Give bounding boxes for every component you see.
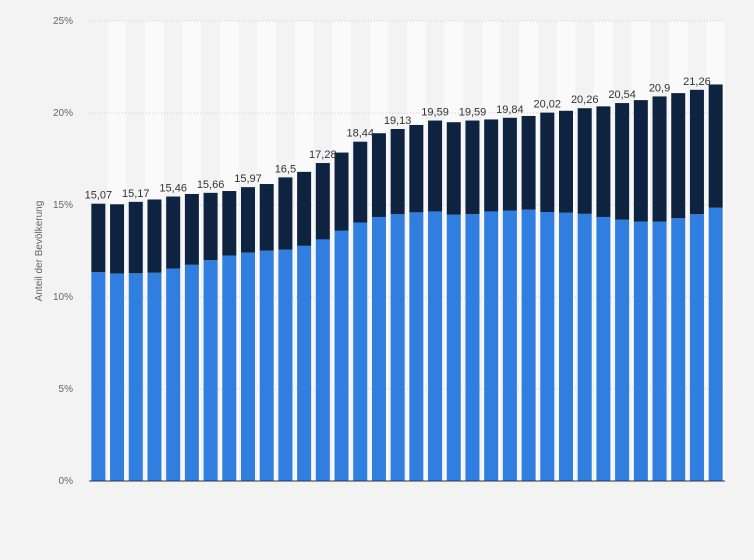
data-label: 20,26: [571, 94, 599, 106]
bar-segment-lower: [184, 264, 199, 481]
bar-segment-lower: [278, 249, 293, 481]
data-labels: 15,07 15,17 15,46 15,66 15,97 16,5 17,28 18,44 1…: [85, 76, 711, 202]
bar-segment-upper: [297, 171, 312, 246]
bar-segment-lower: [484, 211, 499, 481]
bar-segment-lower: [671, 218, 686, 482]
bar-segment-upper: [596, 106, 611, 217]
bar-segment-lower: [91, 272, 106, 481]
data-label: 19,84: [496, 104, 524, 116]
bar-segment-lower: [222, 255, 237, 481]
y-tick-label: 0%: [59, 476, 74, 487]
bar-segment-lower: [147, 272, 162, 481]
data-label: 17,28: [309, 149, 337, 161]
data-label: 20,9: [649, 82, 670, 94]
data-label: 15,66: [197, 179, 225, 191]
y-tick-label: 10%: [53, 292, 73, 303]
data-label: 18,44: [346, 128, 374, 140]
data-label: 19,13: [384, 115, 412, 127]
data-label: 19,59: [459, 107, 487, 119]
data-label: 15,07: [85, 190, 113, 202]
bar-segment-lower: [689, 214, 704, 481]
bar-segment-upper: [110, 204, 125, 274]
bar-segment-upper: [652, 96, 667, 222]
bar-segment-lower: [110, 273, 125, 481]
bar-segment-lower: [241, 252, 255, 481]
data-label: 19,59: [421, 107, 449, 119]
bar-segment-upper: [633, 100, 648, 222]
bar-segment-upper: [671, 93, 686, 219]
bar-segment-lower: [540, 211, 555, 481]
data-label: 20,02: [534, 99, 562, 111]
bar-segment-upper: [390, 129, 405, 215]
bar-segment-upper: [708, 84, 723, 208]
y-tick-label: 15%: [53, 200, 73, 211]
bar-segment-lower: [708, 207, 723, 481]
bar-segment-upper: [184, 193, 199, 265]
bar-segment-lower: [446, 214, 461, 481]
bar-segment-upper: [428, 120, 443, 212]
bar-segment-lower: [559, 212, 573, 481]
bar-segment-lower: [353, 222, 368, 482]
bar-segment-upper: [203, 192, 218, 261]
data-label: 15,97: [234, 173, 262, 185]
bar-segment-upper: [334, 152, 349, 231]
bar-segment-lower: [203, 260, 218, 481]
bar-segment-upper: [521, 115, 536, 210]
bar-segment-upper: [484, 119, 499, 212]
bar-segment-upper: [222, 191, 237, 256]
bar-segment-upper: [91, 203, 106, 273]
bar-segment-upper: [166, 196, 181, 269]
bar-segment-upper: [615, 103, 630, 220]
bar-segment-upper: [147, 199, 162, 273]
bar-segment-upper: [241, 187, 255, 253]
bar-segment-lower: [465, 214, 480, 481]
bar-segment-lower: [371, 216, 386, 481]
bar-segment-upper: [278, 177, 293, 250]
data-label: 21,26: [683, 76, 711, 88]
bars: [91, 84, 723, 482]
bar-segment-lower: [428, 211, 443, 481]
bar-segment-lower: [128, 273, 143, 481]
bar-segment-lower: [334, 230, 349, 481]
bar-segment-upper: [502, 117, 517, 211]
bar-segment-lower: [390, 214, 405, 481]
data-label: 16,5: [275, 163, 296, 175]
bar-segment-lower: [615, 219, 630, 481]
bar-segment-upper: [259, 184, 274, 251]
bar-segment-lower: [166, 268, 181, 481]
bar-segment-upper: [577, 108, 592, 214]
bar-segment-lower: [652, 221, 667, 481]
y-tick-label: 20%: [53, 108, 73, 119]
data-label: 20,54: [608, 89, 636, 101]
y-tick-label: 5%: [59, 384, 74, 395]
bar-segment-upper: [559, 110, 573, 213]
bar-segment-upper: [409, 124, 424, 213]
data-label: 15,46: [159, 183, 187, 195]
y-axis-tick-labels: 0% 5% 10% 15% 20% 25%: [53, 16, 73, 487]
bar-segment-lower: [502, 210, 517, 481]
bar-segment-upper: [353, 141, 368, 223]
bar-segment-lower: [297, 245, 312, 481]
bar-segment-lower: [596, 216, 611, 481]
bar-segment-lower: [633, 221, 648, 481]
y-axis-title: Anteil der Bevölkerung: [34, 201, 45, 302]
bar-segment-upper: [446, 122, 461, 215]
bar-segment-upper: [315, 163, 330, 240]
y-tick-label: 25%: [53, 16, 73, 27]
bar-segment-lower: [409, 212, 424, 482]
bar-segment-lower: [521, 209, 536, 481]
data-label: 15,17: [122, 188, 150, 200]
bar-segment-upper: [128, 201, 143, 274]
bar-segment-upper: [689, 89, 704, 215]
bar-segment-lower: [259, 250, 274, 481]
bar-segment-upper: [465, 120, 480, 215]
bar-segment-lower: [315, 239, 330, 481]
bar-segment-upper: [371, 133, 386, 217]
bar-segment-upper: [540, 112, 555, 212]
bar-segment-lower: [577, 213, 592, 481]
